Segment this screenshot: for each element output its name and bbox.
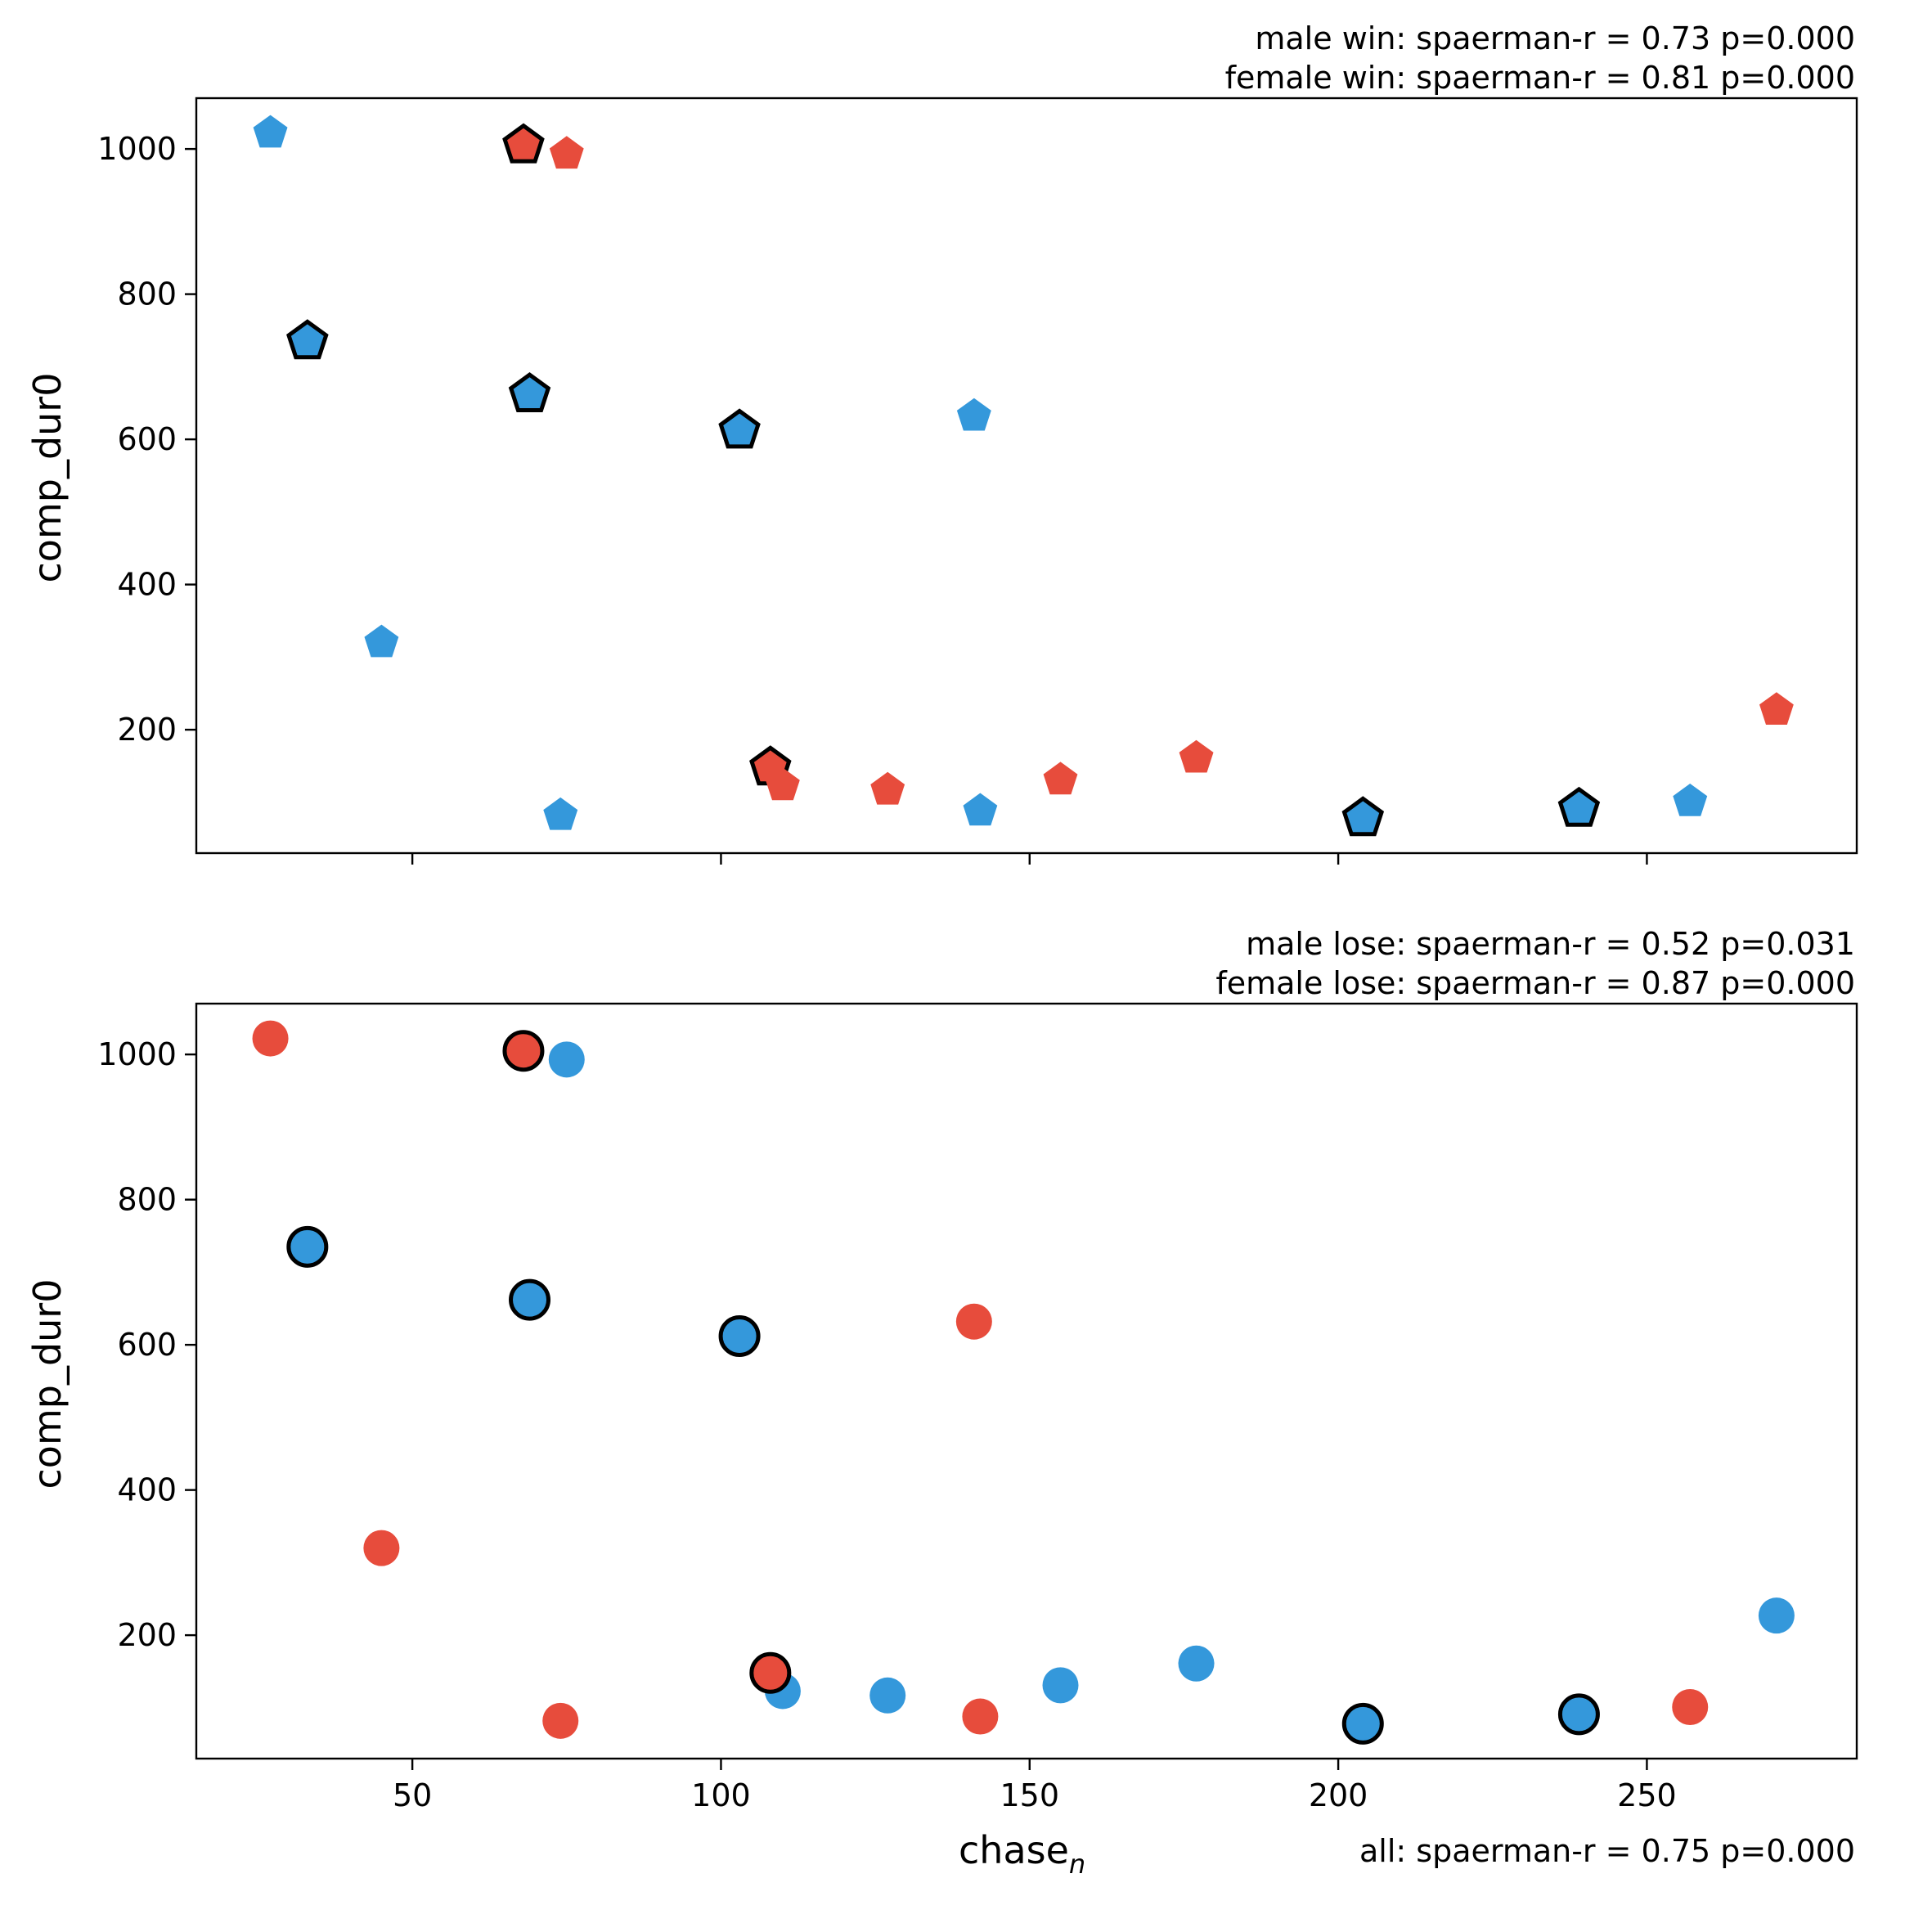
bottom-annotation-male-lose: male lose: spaerman-r = 0.52 p=0.031 [1246, 926, 1855, 962]
bottom-y-tick-label: 800 [117, 1182, 177, 1218]
bottom-data-point [252, 1020, 289, 1057]
bottom-y-axis-label: comp_dur0 [25, 1279, 70, 1489]
top-y-tick-label: 1000 [97, 131, 177, 167]
x-axis-label: chasen [959, 1828, 1085, 1880]
top-data-point [543, 797, 578, 830]
bottom-x-tick-label: 100 [691, 1777, 751, 1813]
bottom-x-tick-label: 250 [1617, 1777, 1677, 1813]
x-axis-label-subscript: n [1069, 1849, 1085, 1880]
top-data-point [963, 793, 998, 826]
bottom-plot-frame [195, 1002, 1858, 1760]
top-data-point [502, 123, 545, 164]
top-data-point [364, 624, 399, 658]
bottom-data-point [502, 1030, 545, 1072]
bottom-y-tick-label: 1000 [97, 1036, 177, 1072]
top-data-point [870, 771, 905, 805]
top-data-point [956, 398, 991, 431]
footer-annotation-all: all: spaerman-r = 0.75 p=0.000 [1359, 1833, 1855, 1869]
top-data-point [549, 136, 584, 169]
top-data-point [1673, 784, 1708, 816]
bottom-data-point [548, 1041, 585, 1078]
bottom-data-point [542, 1702, 579, 1739]
top-y-tick-label: 800 [117, 276, 177, 312]
bottom-annotation-female-lose: female lose: spaerman-r = 0.87 p=0.000 [1215, 965, 1855, 1001]
top-annotation-female-win: female win: spaerman-r = 0.81 p=0.000 [1225, 60, 1855, 96]
bottom-y-tick-label: 200 [117, 1617, 177, 1653]
top-data-point [1759, 692, 1794, 725]
top-data-point [1043, 762, 1078, 795]
top-data-point [766, 767, 800, 801]
bottom-data-point [509, 1278, 551, 1321]
bottom-y-tick-label: 400 [117, 1472, 177, 1508]
top-annotation-male-win: male win: spaerman-r = 0.73 p=0.000 [1255, 20, 1855, 56]
bottom-data-point [286, 1225, 329, 1268]
top-panel: 200 400 600 800 1000 [97, 97, 1858, 865]
bottom-data-point [1557, 1693, 1600, 1736]
top-y-axis-label: comp_dur0 [25, 373, 70, 583]
bottom-data-point [749, 1651, 792, 1694]
bottom-y-tick-label: 600 [117, 1327, 177, 1363]
bottom-data-point [1758, 1597, 1795, 1634]
bottom-data-point [1042, 1667, 1079, 1704]
bottom-panel: 50 100 150 200 250 200 400 600 800 1000 [97, 1002, 1858, 1813]
bottom-data-point [1178, 1645, 1215, 1682]
top-data-point [1557, 786, 1601, 827]
bottom-data-point [1341, 1702, 1384, 1745]
bottom-data-point [1672, 1688, 1709, 1725]
top-data-point [1341, 796, 1385, 837]
top-data-point [1179, 739, 1214, 773]
top-y-tick-label: 600 [117, 421, 177, 457]
top-data-point [718, 408, 761, 449]
top-data-point [508, 372, 551, 412]
top-data-point [253, 115, 288, 148]
bottom-data-point [869, 1677, 906, 1714]
top-data-point [286, 319, 329, 360]
top-y-tick-label: 400 [117, 567, 177, 603]
x-axis-label-main: chase [959, 1828, 1069, 1872]
top-plot-frame [195, 97, 1858, 855]
bottom-data-point [955, 1303, 992, 1340]
bottom-data-point [718, 1314, 761, 1357]
bottom-x-tick-label: 200 [1309, 1777, 1368, 1813]
top-y-tick-label: 200 [117, 712, 177, 748]
bottom-data-point [363, 1530, 400, 1566]
bottom-x-tick-label: 50 [393, 1777, 432, 1813]
bottom-data-point [962, 1698, 999, 1735]
bottom-x-tick-label: 150 [1000, 1777, 1060, 1813]
